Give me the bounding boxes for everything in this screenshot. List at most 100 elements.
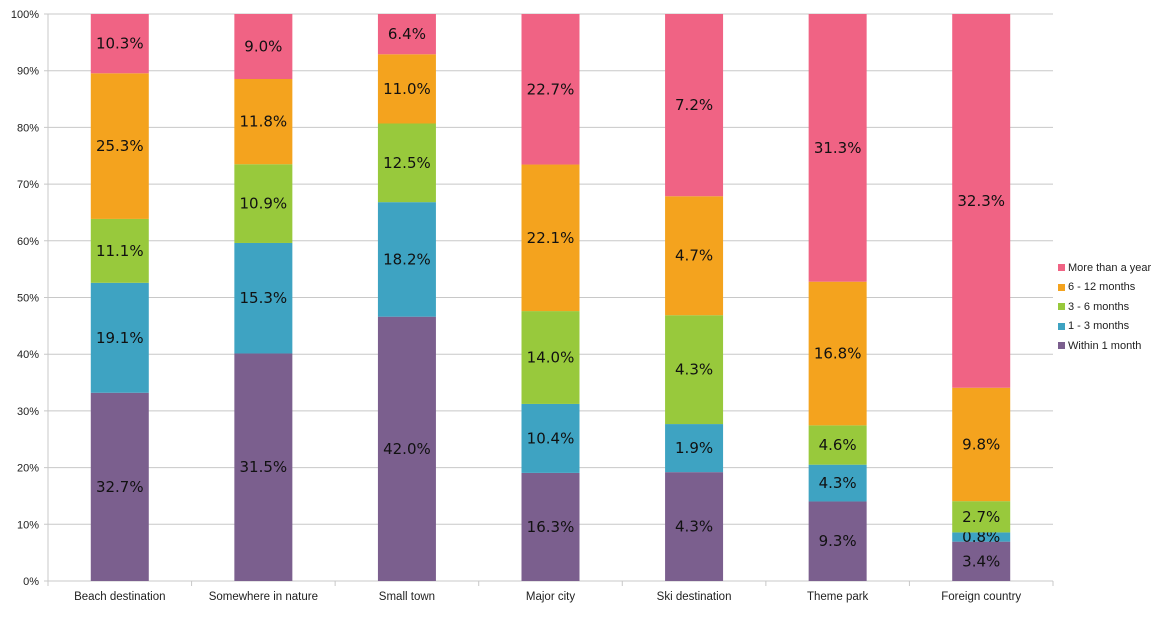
bar-segment — [665, 196, 724, 316]
bar-segment — [952, 14, 1011, 388]
legend-swatch — [1058, 264, 1065, 272]
bar-segment — [521, 311, 580, 404]
y-tick-label: 10% — [17, 519, 39, 531]
bar-segment — [952, 501, 1011, 533]
bar-segment — [234, 164, 293, 243]
legend-label: 1 - 3 months — [1068, 320, 1130, 333]
y-tick-label: 60% — [17, 236, 39, 248]
data-label: 16.3% — [527, 518, 575, 536]
bar-segment — [234, 353, 293, 581]
y-tick-label: 50% — [17, 293, 39, 305]
data-label: 7.2% — [675, 96, 713, 114]
bar-segment — [377, 202, 436, 317]
x-category-label: Ski destination — [657, 591, 732, 603]
data-label: 10.9% — [240, 195, 288, 213]
x-category-label: Theme park — [807, 591, 869, 603]
data-label: 9.0% — [244, 38, 282, 56]
data-label: 4.7% — [675, 247, 713, 265]
data-label: 10.4% — [527, 429, 575, 447]
data-label: 12.5% — [383, 154, 431, 172]
data-label: 9.8% — [962, 435, 1000, 453]
x-category-label: Foreign country — [941, 591, 1021, 603]
legend-item: 1 - 3 months — [1058, 317, 1151, 337]
bar-segment — [377, 14, 436, 55]
bar-segment — [521, 472, 580, 581]
bar-segment — [952, 532, 1011, 542]
bar-segment — [377, 54, 436, 124]
bar-segment — [90, 282, 149, 393]
legend-swatch — [1058, 283, 1065, 291]
bar-segment — [234, 242, 293, 354]
data-label: 15.3% — [240, 289, 288, 307]
legend-label: Within 1 month — [1068, 339, 1142, 352]
data-label: 1.9% — [675, 439, 713, 457]
y-tick-label: 80% — [17, 122, 39, 134]
data-label: 4.3% — [675, 361, 713, 379]
x-category-label: Major city — [526, 591, 575, 603]
legend-item: Within 1 month — [1058, 336, 1151, 356]
bar-segment — [90, 73, 149, 219]
y-tick-label: 30% — [17, 406, 39, 418]
data-label: 16.8% — [814, 345, 862, 363]
bar-segment — [665, 472, 724, 581]
data-label: 4.3% — [819, 474, 857, 492]
legend-label: More than a year — [1068, 261, 1152, 274]
bar-segment — [90, 14, 149, 74]
data-label: 22.1% — [527, 229, 575, 247]
data-label: 31.5% — [240, 458, 288, 476]
bar-segment — [377, 123, 436, 203]
data-label: 9.3% — [819, 532, 857, 550]
data-label: 2.7% — [962, 508, 1000, 526]
data-label: 11.0% — [383, 80, 431, 98]
data-label: 22.7% — [527, 80, 575, 98]
bar-segment — [952, 387, 1011, 502]
data-label: 11.1% — [96, 242, 144, 260]
bar-segment — [808, 501, 867, 581]
data-label: 19.1% — [96, 329, 144, 347]
bar-segment — [377, 316, 436, 581]
legend-label: 6 - 12 months — [1068, 281, 1136, 294]
bar-segment — [808, 425, 867, 465]
y-tick-label: 40% — [17, 349, 39, 361]
data-label: 32.7% — [96, 478, 144, 496]
data-label: 31.3% — [814, 139, 862, 157]
bar-segment — [808, 464, 867, 502]
legend-label: 3 - 6 months — [1068, 300, 1130, 313]
bar-segment — [808, 14, 867, 282]
bar-segment — [234, 79, 293, 165]
legend-swatch — [1058, 322, 1065, 330]
data-label: 32.3% — [957, 192, 1005, 210]
data-label: 6.4% — [388, 25, 426, 43]
legend-item: 3 - 6 months — [1058, 297, 1151, 317]
bar-segment — [808, 281, 867, 426]
x-category-label: Somewhere in nature — [209, 591, 318, 603]
data-label: 4.6% — [819, 436, 857, 454]
y-tick-label: 90% — [17, 66, 39, 78]
bar-segment — [521, 403, 580, 473]
data-label: 3.4% — [962, 552, 1000, 570]
bar-segment — [665, 315, 724, 425]
bar-segment — [90, 392, 149, 581]
y-tick-label: 70% — [17, 179, 39, 191]
chart-legend: More than a year 6 - 12 months 3 - 6 month… — [1058, 258, 1151, 356]
y-tick-label: 0% — [23, 576, 39, 588]
data-label: 4.3% — [675, 518, 713, 536]
data-label: 11.8% — [240, 113, 288, 131]
data-label: 25.3% — [96, 137, 144, 155]
bar-segment — [952, 541, 1011, 581]
data-label: 14.0% — [527, 349, 575, 367]
x-category-label: Small town — [379, 591, 435, 603]
bar-segment — [665, 424, 724, 473]
bar-segment — [521, 164, 580, 312]
data-label: 18.2% — [383, 250, 431, 268]
y-tick-label: 20% — [17, 463, 39, 475]
y-tick-label: 100% — [11, 9, 39, 21]
legend-item: More than a year — [1058, 258, 1151, 278]
legend-swatch — [1058, 303, 1065, 311]
bar-segment — [521, 14, 580, 165]
data-label: 0.8% — [962, 528, 1000, 546]
bar-segment — [234, 14, 293, 80]
bar-segment — [665, 14, 724, 197]
legend-swatch — [1058, 342, 1065, 350]
